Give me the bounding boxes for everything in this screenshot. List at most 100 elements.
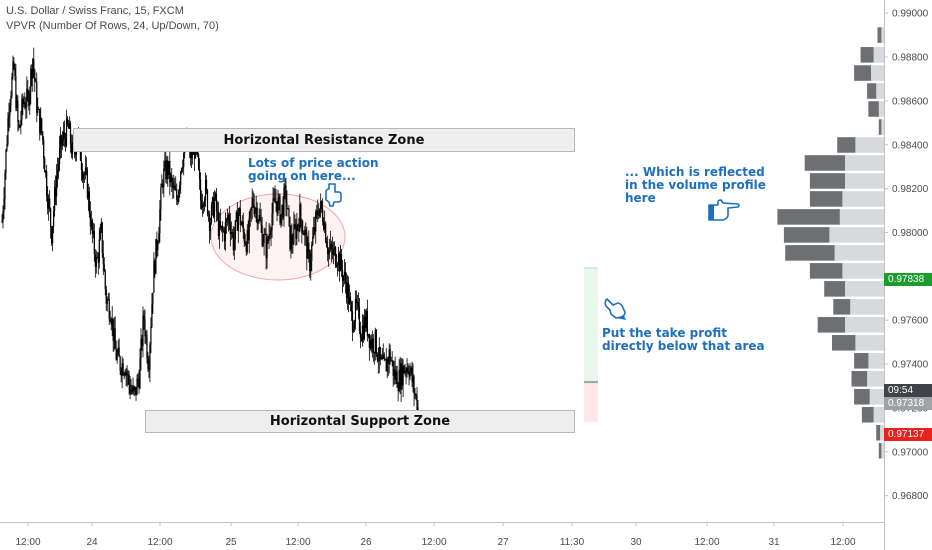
volume-profile-down-bar	[854, 388, 870, 405]
candle-body	[109, 318, 111, 322]
candle-body	[284, 185, 286, 189]
candle-body	[55, 187, 57, 197]
resistance-zone[interactable]: Horizontal Resistance Zone	[73, 128, 575, 152]
candle-body	[204, 179, 207, 201]
volume-profile-up-bar	[873, 406, 884, 423]
candle-body	[222, 230, 225, 232]
candle-body	[380, 356, 382, 360]
take-profit-price-badge[interactable]: 0.97838	[884, 273, 932, 286]
candle-body	[173, 185, 175, 189]
candle-body	[225, 219, 227, 223]
y-tick-label: 0.98200	[892, 184, 929, 195]
candle-body	[58, 147, 61, 165]
candle-body	[388, 349, 390, 364]
candle-body	[315, 212, 317, 232]
candle-body	[282, 204, 284, 218]
candle-body	[253, 205, 255, 214]
candle-body	[48, 198, 50, 209]
candle-body	[368, 334, 370, 348]
candle-body	[345, 282, 348, 299]
candle-body	[266, 238, 268, 259]
candle-body	[19, 125, 21, 128]
y-tick-label: 0.98800	[892, 53, 929, 64]
support-zone[interactable]: Horizontal Support Zone	[145, 410, 575, 433]
candle-body	[102, 253, 104, 265]
candle-body	[15, 75, 17, 109]
candle-body	[4, 173, 6, 199]
candle-body	[13, 61, 15, 69]
volume-profile-down-bar	[837, 137, 856, 153]
candle-body	[11, 76, 13, 97]
candle-body	[153, 260, 155, 293]
candle-body	[297, 224, 299, 226]
candle-body	[145, 335, 147, 337]
time-axis[interactable]: 12:00 24 12:00 25 12:00 26 12:00 27 11:30 30 12:00…	[15, 522, 856, 548]
candlestick-series	[1, 47, 419, 424]
candle-body	[318, 215, 320, 217]
candle-body	[39, 109, 41, 134]
candle-body	[31, 68, 33, 79]
current-price-badge[interactable]: 0.97318	[884, 397, 932, 410]
candle-body	[177, 200, 179, 202]
candle-body	[300, 204, 302, 220]
candle-body	[151, 304, 153, 327]
candle-body	[304, 229, 306, 236]
candle-body	[111, 318, 113, 325]
candle-body	[307, 242, 309, 259]
candle-body	[309, 252, 311, 272]
candle-body	[134, 387, 136, 391]
volume-profile-up-bar	[845, 317, 884, 333]
candle-body	[92, 230, 94, 234]
candle-body	[96, 257, 98, 258]
candle-body	[71, 142, 74, 155]
pointing-hand-right-icon	[707, 199, 741, 227]
candle-body	[178, 191, 180, 202]
candle-body	[50, 208, 52, 228]
candle-body	[316, 210, 318, 213]
candle-body	[246, 229, 248, 253]
candle-body	[87, 191, 89, 199]
candle-body	[181, 168, 183, 173]
candle-body	[417, 407, 419, 413]
candle-body	[389, 349, 391, 361]
candle-body	[250, 207, 252, 211]
candle-body	[21, 98, 23, 120]
candle-body	[413, 376, 415, 394]
candle-body	[16, 100, 18, 109]
volume-profile-up-bar	[868, 353, 884, 369]
candle-body	[131, 390, 133, 392]
candle-body	[291, 235, 293, 244]
candle-body	[348, 296, 351, 304]
candle-body	[322, 209, 324, 222]
candle-body	[334, 247, 337, 266]
take-profit-region[interactable]	[584, 268, 598, 383]
candle-body	[364, 316, 366, 328]
candle-body	[200, 200, 203, 208]
candle-body	[49, 198, 51, 209]
candle-body	[70, 144, 73, 155]
candle-body	[175, 189, 177, 191]
pointing-hand-down-icon	[322, 183, 342, 211]
candle-body	[341, 269, 344, 281]
candle-body	[220, 225, 223, 228]
stop-loss-price-badge[interactable]: 0.97137	[884, 428, 932, 441]
candle-body	[276, 201, 278, 214]
volume-profile-down-bar	[785, 245, 835, 261]
candle-body	[171, 175, 173, 182]
candle-body	[147, 358, 149, 369]
hand-shape	[325, 183, 342, 207]
candle-body	[203, 200, 206, 206]
candle-body	[1, 221, 3, 223]
stop-loss-region[interactable]	[584, 382, 598, 422]
candle-body	[302, 232, 304, 234]
candle-body	[83, 174, 86, 176]
candle-body	[281, 204, 283, 215]
candle-body	[283, 188, 285, 218]
candle-body	[197, 154, 200, 169]
risk-reward-tool[interactable]	[584, 267, 598, 422]
candle-body	[142, 315, 144, 346]
candle-body	[369, 339, 371, 348]
volume-profile-up-bar	[869, 388, 884, 405]
candle-body	[396, 371, 398, 388]
